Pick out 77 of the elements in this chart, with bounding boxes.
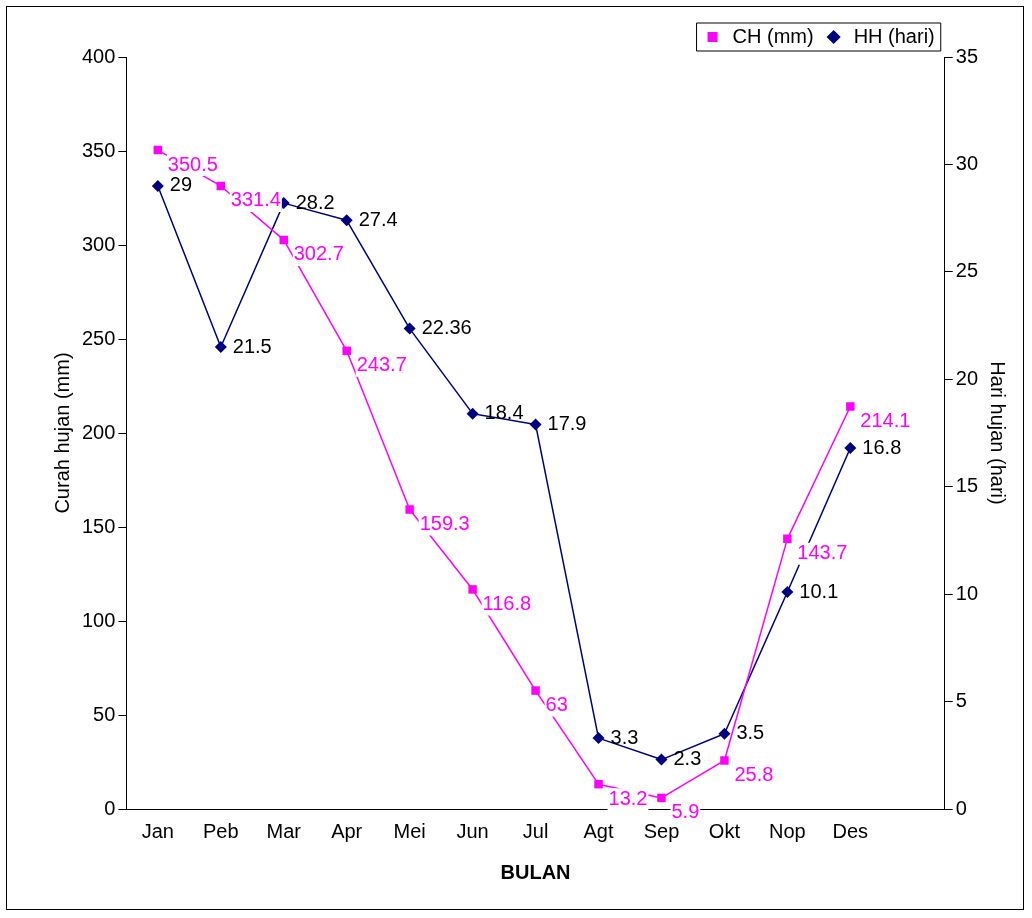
data-label: 17.9 bbox=[547, 411, 587, 434]
x-tick-label: Mei bbox=[393, 819, 426, 842]
data-label: 28.2 bbox=[295, 190, 335, 213]
x-tick-label: Agt bbox=[583, 819, 614, 842]
data-label: 116.8 bbox=[482, 591, 532, 614]
point bbox=[655, 753, 668, 766]
y-tick-label: 100 bbox=[81, 608, 116, 631]
x-tick-label: Nop bbox=[769, 819, 806, 842]
y-tick-label: 0 bbox=[104, 796, 116, 819]
data-label: 18.4 bbox=[484, 401, 524, 424]
point bbox=[844, 442, 857, 455]
y2-tick-label: 30 bbox=[955, 151, 978, 174]
data-label: 63 bbox=[545, 693, 568, 716]
legend-label: HH (hari) bbox=[853, 24, 935, 47]
data-label: 25.8 bbox=[734, 763, 774, 786]
x-tick-label: Okt bbox=[708, 819, 741, 842]
data-label: 159.3 bbox=[419, 512, 470, 535]
y2-tick-label: 35 bbox=[955, 44, 978, 67]
data-label: 3.3 bbox=[610, 725, 639, 748]
y-tick-label: 300 bbox=[81, 232, 116, 255]
y-tick-label: 200 bbox=[81, 420, 116, 443]
point bbox=[718, 727, 731, 740]
data-label: 22.36 bbox=[421, 316, 472, 339]
data-label: 302.7 bbox=[293, 242, 344, 265]
data-label: 331.4 bbox=[230, 188, 281, 211]
point bbox=[151, 179, 164, 192]
point bbox=[783, 534, 792, 544]
data-label: 27.4 bbox=[358, 207, 398, 230]
y-axis-title: Curah hujan (mm) bbox=[50, 352, 73, 514]
legend-label: CH (mm) bbox=[732, 24, 814, 47]
point bbox=[340, 214, 353, 227]
point bbox=[342, 346, 351, 356]
point bbox=[403, 322, 416, 335]
y2-axis-title: Hari hujan (hari) bbox=[987, 361, 1010, 505]
y2-tick-label: 0 bbox=[955, 796, 967, 819]
y2-tick-label: 20 bbox=[955, 366, 978, 389]
y-tick-label: 400 bbox=[81, 44, 116, 67]
y-tick-label: 150 bbox=[81, 514, 116, 537]
point bbox=[592, 732, 605, 745]
x-tick-label: Jan bbox=[141, 819, 174, 842]
data-label: 243.7 bbox=[356, 353, 407, 376]
point bbox=[405, 505, 414, 514]
x-tick-label: Jun bbox=[456, 819, 489, 842]
y-tick-label: 250 bbox=[81, 326, 116, 349]
point bbox=[531, 686, 540, 695]
point bbox=[529, 418, 542, 431]
data-label: 29 bbox=[169, 173, 193, 196]
point bbox=[594, 779, 603, 789]
y2-tick-label: 10 bbox=[955, 581, 978, 604]
data-label: 143.7 bbox=[797, 541, 848, 564]
x-tick-label: Des bbox=[832, 819, 869, 842]
y2-tick-label: 15 bbox=[955, 474, 978, 497]
data-label: 3.5 bbox=[736, 721, 765, 744]
data-label: 10.1 bbox=[799, 579, 839, 602]
data-label: 16.8 bbox=[862, 435, 902, 458]
point bbox=[468, 585, 477, 594]
data-label: 21.5 bbox=[232, 334, 272, 357]
point bbox=[214, 341, 227, 354]
x-axis-title: BULAN bbox=[500, 860, 571, 883]
y2-tick-label: 5 bbox=[955, 689, 967, 712]
data-label: 5.9 bbox=[671, 800, 700, 823]
data-label: 350.5 bbox=[167, 152, 218, 175]
point bbox=[466, 407, 479, 420]
x-tick-label: Apr bbox=[331, 819, 363, 842]
x-tick-label: Jul bbox=[522, 819, 549, 842]
data-label: 214.1 bbox=[860, 409, 911, 432]
data-label: 2.3 bbox=[673, 747, 702, 770]
y-tick-label: 50 bbox=[93, 702, 116, 725]
x-tick-label: Peb bbox=[203, 819, 239, 842]
x-tick-label: Mar bbox=[266, 819, 302, 842]
y-tick-label: 350 bbox=[81, 138, 116, 161]
point bbox=[846, 402, 855, 411]
point bbox=[781, 585, 794, 598]
data-label: 13.2 bbox=[608, 786, 648, 809]
point bbox=[720, 756, 729, 765]
point bbox=[657, 793, 666, 803]
y2-tick-label: 25 bbox=[955, 259, 978, 282]
